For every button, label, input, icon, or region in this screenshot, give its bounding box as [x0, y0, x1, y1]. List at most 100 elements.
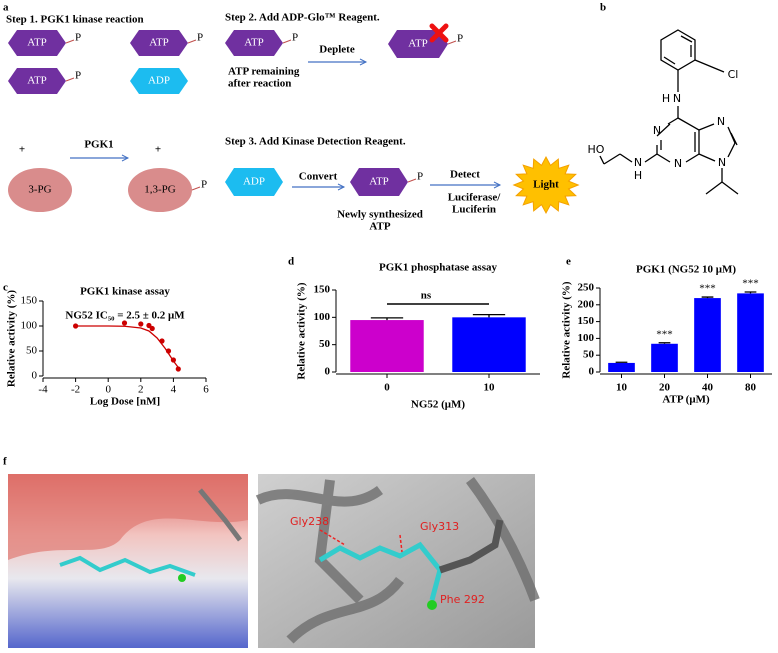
data-point [73, 323, 79, 329]
y-tick-label: 200 [578, 298, 595, 310]
residue [198, 488, 242, 542]
panel-label: b [600, 2, 606, 14]
x-tick-label: 10 [484, 382, 496, 394]
molecule-label: ATP [149, 37, 169, 49]
y-tick-label: 100 [578, 332, 595, 344]
atom-label: HO [588, 143, 605, 156]
x-tick-label: 10 [616, 382, 628, 394]
data-point [165, 348, 172, 354]
phosphate-label: P [457, 33, 463, 45]
phosphate-label: P [75, 32, 81, 44]
data-point [138, 321, 144, 327]
atom-label: N [717, 115, 725, 128]
bar [651, 343, 678, 372]
y-tick-label: 50 [583, 349, 595, 361]
docking-images [8, 474, 540, 648]
deplete-mark [429, 23, 449, 43]
arrow-head [121, 154, 130, 162]
y-tick-label: 250 [578, 282, 595, 294]
atom-label: N [634, 156, 642, 169]
molecule-shape [128, 168, 192, 212]
arrow-head [493, 181, 502, 189]
ligand-atom [178, 574, 186, 582]
residue-label: Gly313 [420, 520, 459, 533]
chart-title: PGK1 kinase assay [80, 286, 170, 298]
phosphate-bond [187, 39, 197, 44]
x-tick-label: 20 [659, 382, 671, 394]
data-point [149, 325, 155, 332]
phosphate-bond [65, 39, 75, 44]
arrow-label: Deplete [319, 44, 355, 56]
x-tick-label: 4 [171, 384, 177, 396]
residue-label: Gly238 [290, 515, 329, 528]
panel-label: d [288, 256, 294, 268]
data-point [159, 338, 165, 344]
ribbon [255, 477, 540, 644]
arrow-label: Convert [299, 171, 338, 183]
ligand-atom [427, 600, 437, 610]
plus-sign: + [155, 144, 161, 156]
phosphate-bond [447, 40, 457, 45]
note: Luciferin [452, 204, 496, 216]
phosphate-label: P [197, 32, 203, 44]
step-title: Step 3. Add Kinase Detection Reagent. [225, 136, 406, 148]
residue [438, 519, 504, 574]
panel-label: e [566, 256, 571, 268]
step-title: Step 1. PGK1 kinase reaction [6, 14, 144, 26]
phosphate-bond [191, 186, 201, 191]
atom-label: H [662, 92, 670, 105]
x-tick-label: 40 [702, 382, 714, 394]
y-tick-label: 50 [319, 338, 331, 350]
bar [694, 298, 721, 372]
atom-label: Cl [728, 68, 739, 81]
phosphate-bond [407, 178, 417, 183]
y-tick-label: 150 [21, 295, 38, 307]
molecule-shape [225, 168, 283, 196]
x-tick-label: -4 [38, 384, 48, 396]
phosphate-label: P [417, 171, 423, 183]
phosphate-label: P [75, 70, 81, 82]
note: Newly synthesized [337, 209, 423, 221]
fit-curve [75, 325, 179, 368]
significance-label: *** [699, 283, 716, 295]
panel-label: c [3, 282, 8, 294]
phosphate-bond [282, 39, 292, 44]
molecule-label: ADP [243, 176, 265, 188]
chart-title: PGK1 (NG52 10 μM) [636, 264, 736, 276]
molecule-shape [225, 30, 283, 56]
molecule-label: ATP [27, 37, 47, 49]
x-axis-label: NG52 (μM) [411, 399, 466, 411]
x-tick-label: 0 [384, 382, 390, 394]
annotation: NG52 IC₅₀ = 2.5 ± 0.2 μM [65, 310, 185, 322]
atom-label: N [718, 156, 726, 169]
y-tick-label: 0 [325, 366, 331, 378]
bar [452, 317, 526, 372]
x-axis-label: Log Dose [nM] [90, 396, 160, 408]
molecule-label: ATP [244, 37, 264, 49]
light-burst [512, 155, 580, 215]
hbond [319, 529, 403, 553]
atom-label: N [674, 157, 682, 170]
bar [350, 320, 424, 372]
y-axis-label: Relative activity (%) [296, 282, 308, 379]
plus-sign: + [19, 144, 25, 156]
y-tick-label: 150 [314, 284, 331, 296]
note: ATP remaining [228, 66, 300, 78]
x-tick-label: 2 [138, 384, 144, 396]
molecule-label: ATP [369, 176, 389, 188]
surface-patch [8, 474, 248, 560]
bar [737, 293, 764, 372]
y-tick-label: 50 [26, 345, 38, 357]
arrow-label: Detect [450, 169, 480, 181]
error-bar [615, 361, 628, 363]
error-bar [701, 296, 714, 299]
ligand [59, 555, 196, 577]
atom-label: N [653, 124, 661, 137]
ligand [318, 541, 443, 601]
residue-label: Phe 292 [440, 593, 485, 606]
y-tick-label: 0 [589, 366, 595, 378]
y-tick-label: 0 [32, 370, 38, 382]
significance-label: *** [656, 328, 673, 340]
